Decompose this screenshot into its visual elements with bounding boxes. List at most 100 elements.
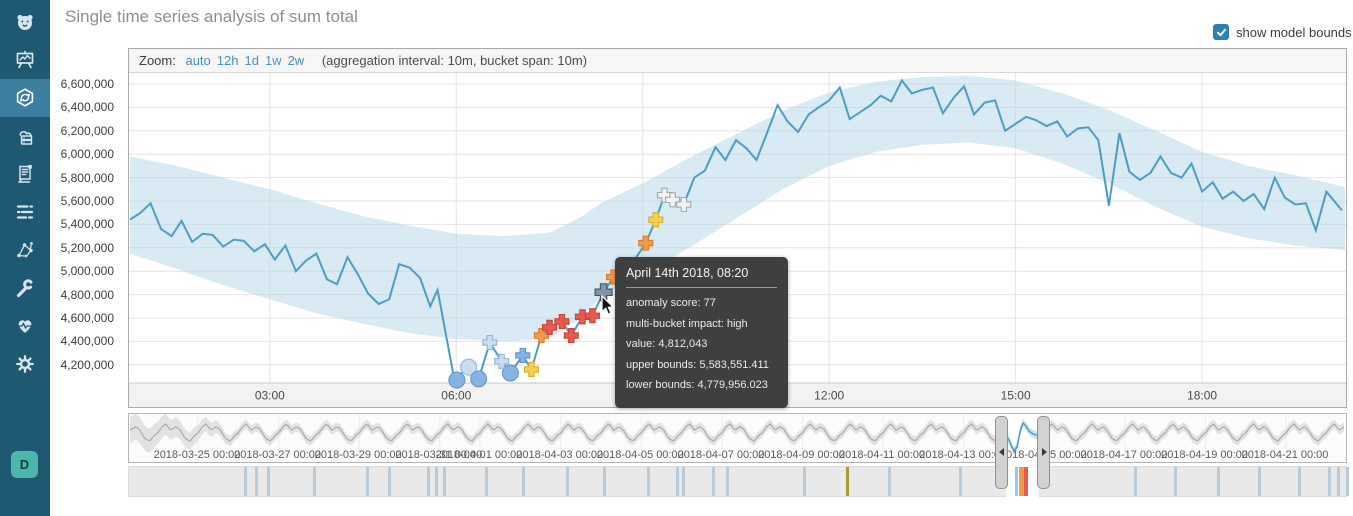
x-axis-tick: 03:00 [255,389,285,403]
anomaly-marker-cross[interactable] [541,319,558,335]
zoom-links: auto 12h 1d 1w 2w [185,53,310,68]
swimlane-anomaly-tick [427,467,430,496]
swimlane-anomaly-tick [1337,467,1340,496]
zoom-option-12h[interactable]: 12h [216,53,239,68]
swimlane-anomaly-tick [676,467,679,496]
swimlane-anomaly-tick [1134,467,1137,496]
logs-document-icon [18,165,32,183]
sidebar-item-infrastructure[interactable] [0,117,50,155]
swimlane-anomaly-tick [366,467,369,496]
gear-icon [16,355,34,373]
context-bounds-band [130,413,1344,453]
anomaly-marker-cross[interactable] [665,192,681,208]
anomaly-marker-cross[interactable] [638,235,654,251]
tooltip-row: lower bounds: 4,779,956.023 [626,379,768,391]
sidebar-item-machine-learning[interactable] [0,79,50,117]
y-axis-tick: 6,000,000 [60,147,114,162]
y-axis-tick: 5,200,000 [60,240,114,255]
chevron-right-icon [1041,448,1047,456]
swimlane-anomaly-tick [803,467,806,496]
space-avatar[interactable]: D [11,451,38,478]
page-title: Single time series analysis of sum total [65,7,358,26]
model-bounds-checkbox[interactable] [1213,24,1229,40]
anomaly-marker-cross[interactable] [494,353,510,369]
brush-handle-right[interactable] [1037,416,1050,489]
swimlane-anomaly-tick [435,467,438,496]
anomaly-marker-cross[interactable] [533,327,549,344]
swimlane-anomaly-tick [888,467,891,496]
model-bounds-toggle: show model bounds [1213,24,1352,40]
anomaly-marker-cross[interactable] [515,347,531,363]
graph-nodes-icon [17,242,33,258]
swimlane-anomaly-tick [726,467,729,496]
aggregation-info: (aggregation interval: 10m, bucket span:… [321,53,588,68]
sidebar-item-monitoring[interactable] [0,307,50,345]
tooltip-row: anomaly score: 77 [626,297,716,309]
y-axis-tick: 5,000,000 [60,264,114,279]
swimlane-anomaly-tick [846,467,849,496]
cloud-server-icon [19,131,33,145]
sidebar-item-home[interactable] [0,3,50,41]
model-bounds-band [130,75,1345,342]
y-axis-tick: 5,400,000 [60,217,114,232]
anomaly-marker-circle[interactable] [448,371,466,389]
anomaly-marker-cross[interactable] [676,196,692,213]
zoom-option-1d[interactable]: 1d [244,53,259,68]
anomaly-marker-cross[interactable] [648,212,664,228]
swimlane-anomaly-tick [1258,467,1261,496]
selection-wave [1006,419,1039,455]
anomaly-marker-circle[interactable] [501,364,519,382]
tooltip-row: multi-bucket impact: high [626,317,748,330]
selection-anomaly-bar [1015,467,1018,496]
anomaly-marker-cross[interactable] [482,335,498,351]
swimlane-anomaly-tick [603,467,606,496]
sidebar-item-visualize[interactable] [0,41,50,79]
sidebar-item-logs[interactable] [0,155,50,193]
y-axis-tick: 6,600,000 [60,77,114,91]
swimlane-anomaly-tick [1217,467,1220,496]
heartbeat-icon [18,320,32,333]
zoom-option-2w[interactable]: 2w [287,53,305,68]
swimlane-anomaly-tick [1174,467,1177,496]
y-axis-tick: 5,600,000 [60,194,114,208]
x-axis-tick: 12:00 [814,389,844,403]
x-axis-tick: 15:00 [1001,389,1031,403]
anomaly-marker-cross[interactable] [554,313,570,330]
sidebar-item-dev-tools[interactable] [0,269,50,307]
swimlane-anomaly-tick [522,467,525,496]
anomaly-marker-cross[interactable] [584,308,600,324]
anomaly-swimlane[interactable] [128,466,1349,497]
machine-learning-icon [16,88,34,107]
swimlane-anomaly-tick [566,467,569,496]
tooltip-row: value: 4,812,043 [626,338,708,350]
y-axis-tick: 5,800,000 [60,170,114,185]
checkmark-icon [1216,28,1226,36]
sidebar-item-graph[interactable] [0,231,50,269]
swimlane-anomaly-tick [1346,467,1349,496]
x-axis-tick: 18:00 [1187,389,1217,403]
swimlane-anomaly-tick [1328,467,1331,496]
context-chart [129,413,1345,462]
sidebar-item-job-list[interactable] [0,193,50,231]
swimlane-anomaly-tick [267,467,270,496]
zoom-option-auto[interactable]: auto [185,53,211,68]
y-axis-tick: 4,200,000 [60,357,114,372]
context-line [129,423,1345,442]
anomaly-marker-cross[interactable] [563,327,579,344]
y-axis-tick: 4,800,000 [60,287,114,302]
context-chart-panel[interactable] [128,413,1347,463]
y-axis-tick: 4,400,000 [60,334,114,349]
zoom-controls: Zoom: auto 12h 1d 1w 2w (aggregation interva… [129,49,1346,73]
y-axis-tick: 6,200,000 [60,123,114,138]
wrench-icon [16,279,34,298]
anomaly-marker-cross[interactable] [523,361,540,378]
app-sidebar: D [0,0,50,516]
anomaly-marker-circle[interactable] [460,358,478,376]
sidebar-item-management[interactable] [0,345,50,383]
brush-handle-left[interactable] [995,416,1008,489]
model-bounds-label[interactable]: show model bounds [1236,24,1352,40]
zoom-option-1w[interactable]: 1w [264,53,282,68]
anomaly-marker-circle[interactable] [470,370,488,388]
y-axis-tick: 4,600,000 [60,311,114,325]
swimlane-anomaly-tick [712,467,715,496]
